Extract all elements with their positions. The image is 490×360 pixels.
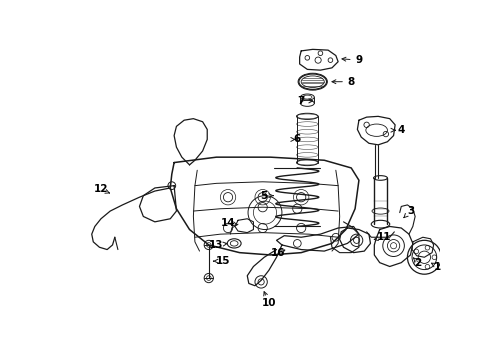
Text: 6: 6 (294, 134, 301, 144)
Text: 7: 7 (297, 96, 305, 106)
Text: 4: 4 (397, 125, 405, 135)
Text: 10: 10 (262, 298, 276, 309)
Text: 2: 2 (415, 258, 422, 267)
Text: 12: 12 (94, 184, 108, 194)
Text: 9: 9 (355, 55, 363, 65)
Text: 13: 13 (209, 240, 224, 250)
Text: 14: 14 (220, 217, 235, 228)
Text: 5: 5 (261, 191, 268, 201)
Text: 1: 1 (434, 261, 441, 271)
Text: 3: 3 (407, 206, 414, 216)
Text: 11: 11 (377, 232, 392, 242)
Text: 8: 8 (347, 77, 355, 87)
Text: 16: 16 (271, 248, 285, 258)
Text: 15: 15 (216, 256, 230, 266)
